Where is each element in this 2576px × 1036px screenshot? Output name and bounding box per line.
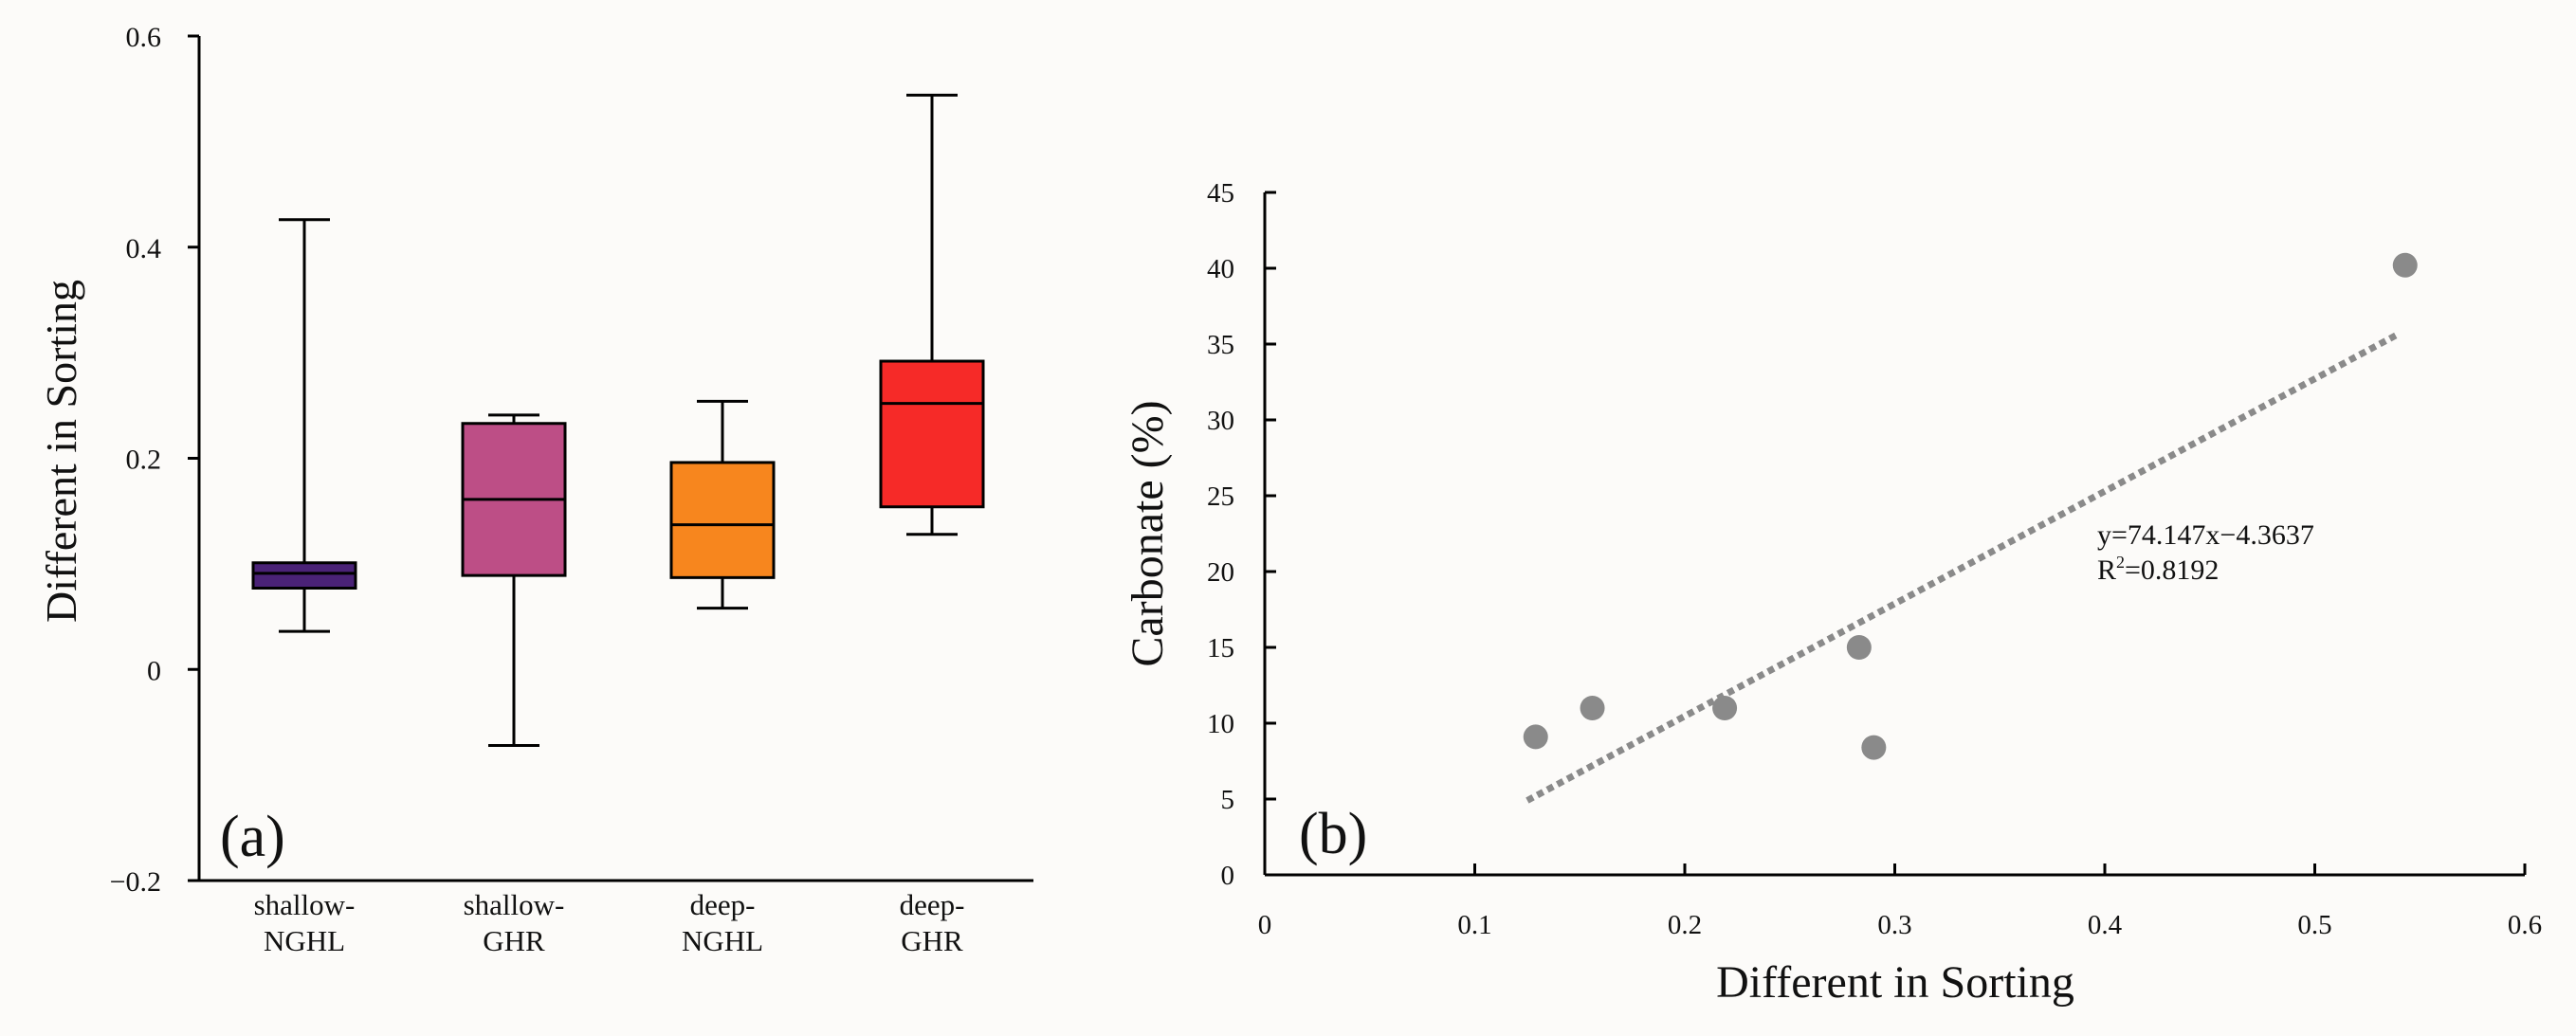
x-tick-label: 0.3 [1877, 910, 1911, 940]
box-body [879, 359, 985, 509]
y-tick-label: 15 [1207, 633, 1234, 663]
data-point [2392, 252, 2418, 278]
box-deep-ghr [879, 93, 985, 536]
scatter-y-axis-label: Carbonate (%) [1123, 400, 1173, 666]
category-label-line2: GHR [483, 924, 545, 957]
y-tick-label: 5 [1221, 785, 1235, 815]
box-body [251, 561, 357, 590]
category-label-line1: deep- [900, 888, 965, 921]
data-point [1712, 696, 1738, 720]
trendline-r-squared: R2=0.8192 [2097, 553, 2219, 586]
data-point [1523, 724, 1548, 750]
x-tick-label: 0.5 [2297, 910, 2331, 940]
y-tick-label: 35 [1207, 330, 1234, 360]
r-squared-superscript: 2 [2116, 553, 2125, 572]
y-tick-label: 0 [1221, 861, 1235, 891]
y-tick-label: 20 [1207, 557, 1234, 588]
y-tick-label: 25 [1207, 482, 1234, 512]
x-tick-label: 0.1 [1457, 910, 1491, 940]
category-label-line1: shallow- [254, 888, 356, 921]
scatter-panel: 0 5 10 15 20 25 30 35 40 45 0 0.1 0.2 0.3 0.4 0.5 0.6 y… [1123, 178, 2542, 1008]
scatter-points [1523, 252, 2418, 760]
y-tick-label: 45 [1207, 178, 1234, 209]
y-tick-label: 0 [147, 655, 161, 686]
box-shallow-ghr [461, 413, 567, 747]
x-tick-label: 0.2 [1668, 910, 1702, 940]
scatter-x-axis-label: Different in Sorting [1716, 957, 2074, 1008]
y-tick-label: 40 [1207, 254, 1234, 284]
scatter-y-ticks: 0 5 10 15 20 25 30 35 40 45 [1207, 178, 1276, 891]
y-tick-label: 10 [1207, 709, 1234, 739]
panel-b-label: (b) [1299, 802, 1367, 866]
y-tick-label: −0.2 [110, 866, 161, 898]
box-plot-boxes [251, 93, 985, 747]
data-point [1846, 635, 1872, 660]
y-tick-label: 30 [1207, 406, 1234, 436]
r-squared-prefix: R [2097, 554, 2116, 586]
y-tick-label: 0.4 [126, 233, 162, 264]
x-tick-label: 0 [1258, 910, 1272, 940]
trendline [1526, 331, 2401, 804]
y-tick-label: 0.2 [126, 445, 162, 476]
category-label-line2: NGHL [682, 924, 763, 957]
panel-a-label: (a) [220, 805, 285, 869]
box-body [669, 461, 776, 579]
data-point [1580, 696, 1605, 720]
box-plot-y-ticks: −0.2 0 0.2 0.4 0.6 [110, 22, 199, 898]
box-shallow-nghl [251, 218, 357, 633]
x-tick-label: 0.4 [2088, 910, 2123, 940]
y-tick-label: 0.6 [126, 22, 162, 53]
r-squared-value: =0.8192 [2125, 554, 2219, 586]
trendline-equation: y=74.147x−4.3637 [2097, 519, 2314, 551]
category-label-line2: GHR [901, 924, 963, 957]
x-tick-label: 0.6 [2508, 910, 2542, 940]
category-label-line1: deep- [690, 888, 756, 921]
category-label-line2: NGHL [264, 924, 345, 957]
scatter-x-ticks: 0 0.1 0.2 0.3 0.4 0.5 0.6 [1258, 863, 2542, 940]
box-deep-nghl [669, 399, 776, 610]
data-point [1861, 735, 1887, 760]
box-plot-y-axis-label: Different in Sorting [37, 280, 85, 623]
category-label-line1: shallow- [464, 888, 565, 921]
box-plot-panel: −0.200.20.40.6 shallow-NGHLshallow-GHRde… [37, 22, 1033, 957]
